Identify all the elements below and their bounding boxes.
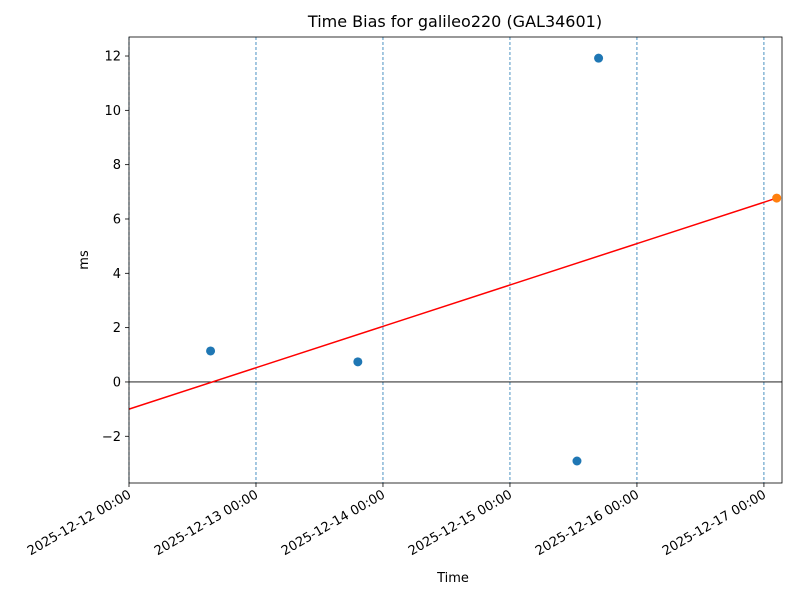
point [772,193,782,203]
chart-title: Time Bias for galileo220 (GAL34601) [307,12,602,31]
point [572,456,582,466]
point [206,346,216,356]
y-tick-label: 4 [113,267,121,282]
y-tick-label: 0 [113,375,121,390]
y-tick-label: 8 [113,158,121,173]
x-axis-label: Time [436,571,469,586]
point [353,357,363,367]
plot-frame [128,36,783,484]
y-axis-label: ms [77,250,92,270]
y-tick-label: 2 [113,321,121,336]
y-tick-label: 10 [104,104,121,119]
y-tick-label: 6 [113,212,121,227]
y-tick-label: 12 [104,50,121,65]
y-tick-label: −2 [102,430,121,445]
point [594,53,604,63]
trend-line [128,197,777,410]
